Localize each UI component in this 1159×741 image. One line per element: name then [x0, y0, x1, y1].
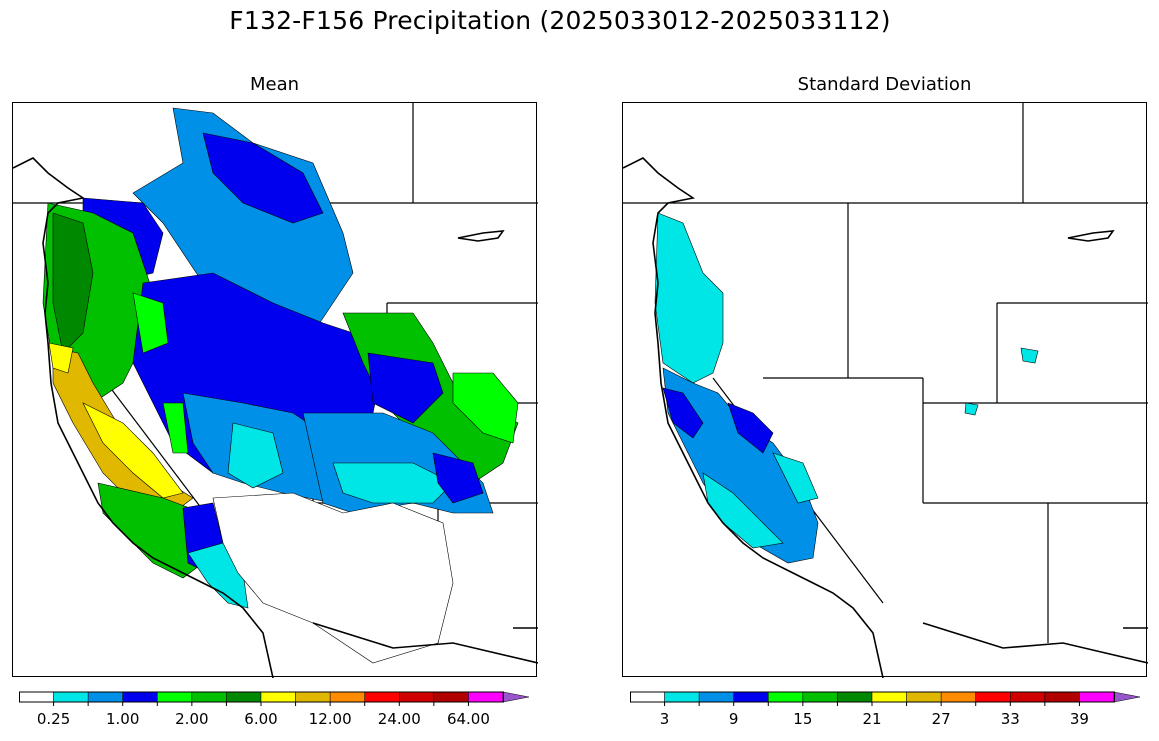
colorbar-tick-label: 27 — [931, 710, 951, 728]
colorbar-segment — [468, 691, 504, 703]
stddev-panel-title: Standard Deviation — [797, 74, 972, 95]
colorbar-segment — [191, 691, 227, 703]
colorbar-segment — [940, 691, 976, 703]
colorbar-tick-label: 15 — [793, 710, 813, 728]
colorbar-segment — [906, 691, 942, 703]
colorbar-tick-label: 1.00 — [106, 710, 140, 728]
coastline — [623, 157, 1148, 678]
colorbar-segment — [664, 691, 700, 703]
precip-stddev-regions — [654, 212, 1039, 564]
colorbar-segment — [1044, 691, 1080, 703]
colorbar-segment — [260, 691, 296, 703]
colorbar-segment — [630, 691, 665, 703]
precip-regions — [42, 107, 519, 664]
stddev-map — [622, 102, 1148, 678]
colorbar-segment — [871, 691, 907, 703]
colorbar-segment — [768, 691, 804, 703]
figure-title: F132-F156 Precipitation (2025033012-2025… — [229, 6, 891, 35]
colorbar-segment — [837, 691, 873, 703]
colorbar-segment — [122, 691, 158, 703]
colorbar-tick-label: 2.00 — [175, 710, 209, 728]
colorbar-segment — [975, 691, 1011, 703]
mean-map — [12, 102, 538, 678]
colorbar-tick-label: 12.00 — [308, 710, 352, 728]
mean-colorbar-graphic — [19, 691, 530, 706]
colorbar-segment — [433, 691, 469, 703]
stddev-map-graphic — [623, 103, 1148, 678]
colorbar-segment — [802, 691, 838, 703]
colorbar-segment — [19, 691, 54, 703]
colorbar-extend-arrow — [502, 691, 530, 703]
colorbar-tick-label: 39 — [1069, 710, 1089, 728]
stddev-colorbar-graphic — [630, 691, 1141, 706]
stddev-colorbar — [630, 690, 1142, 706]
colorbar-segment — [733, 691, 769, 703]
colorbar-tick-label: 21 — [862, 710, 882, 728]
mean-map-graphic — [13, 103, 538, 678]
colorbar-extend-arrow — [1113, 691, 1141, 703]
colorbar-tick-label: 24.00 — [377, 710, 421, 728]
colorbar-segment — [53, 691, 89, 703]
mean-colorbar — [19, 690, 531, 706]
colorbar-tick-label: 0.25 — [36, 710, 71, 728]
colorbar-segment — [157, 691, 193, 703]
colorbar-segment — [329, 691, 365, 703]
colorbar-segment — [364, 691, 400, 703]
mean-panel-title: Mean — [249, 74, 300, 95]
colorbar-segment — [1010, 691, 1046, 703]
colorbar-tick-label: 33 — [1000, 710, 1020, 728]
colorbar-segment — [698, 691, 734, 703]
state-boundaries — [623, 103, 1148, 643]
colorbar-segment — [1079, 691, 1115, 703]
colorbar-tick-label: 64.00 — [446, 710, 490, 728]
colorbar-tick-label: 6.00 — [244, 710, 278, 728]
colorbar-segment — [399, 691, 435, 703]
colorbar-segment — [295, 691, 331, 703]
colorbar-tick-label: 3 — [659, 710, 670, 728]
coastline — [13, 157, 538, 678]
colorbar-segment — [87, 691, 123, 703]
colorbar-segment — [226, 691, 262, 703]
colorbar-tick-label: 9 — [728, 710, 739, 728]
